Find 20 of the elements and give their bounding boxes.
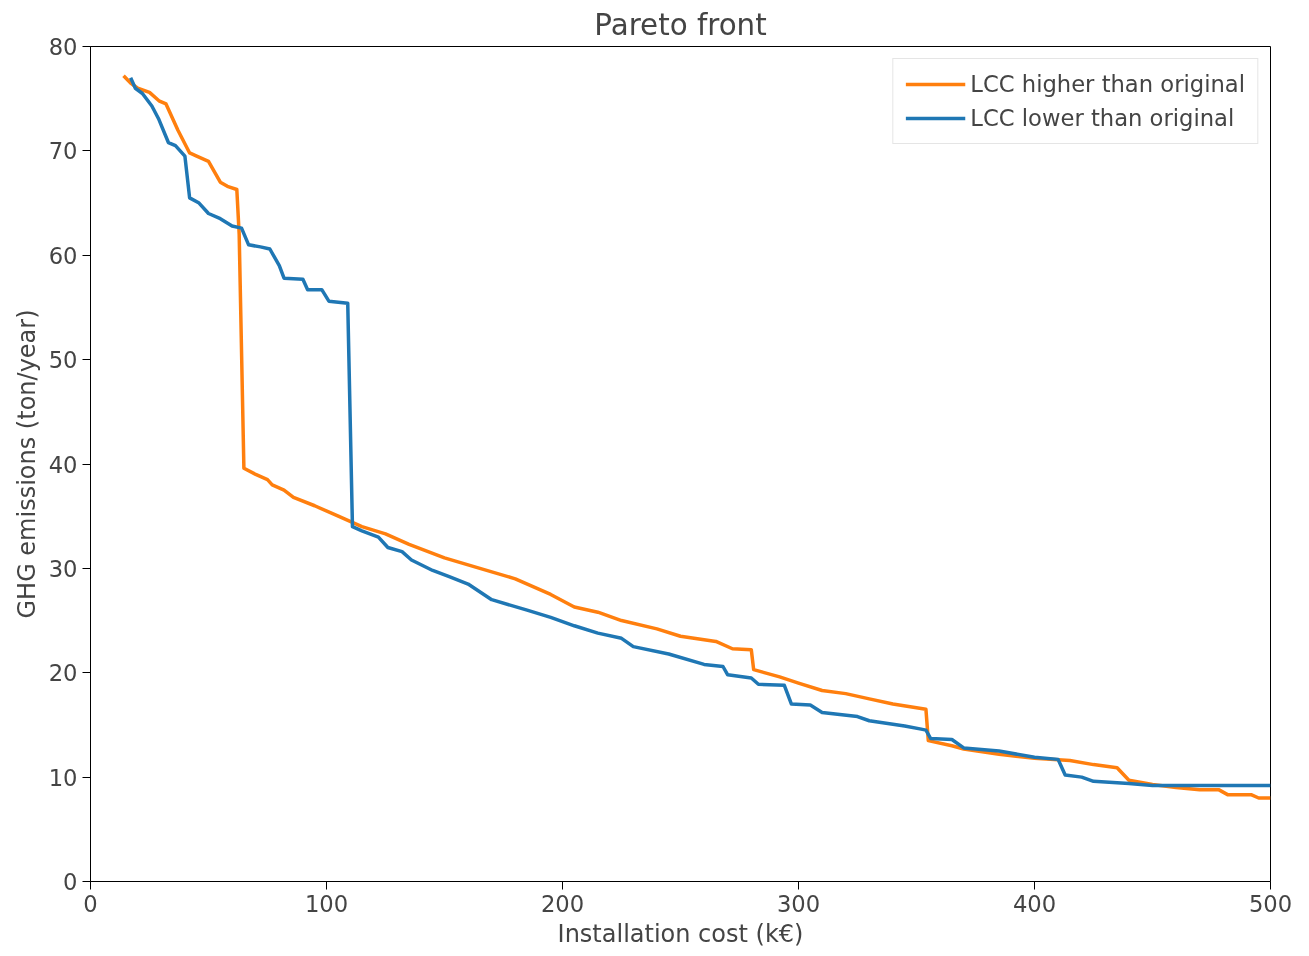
y-tick-label: 70 — [48, 138, 78, 165]
legend-label: LCC lower than original — [970, 105, 1235, 131]
y-tick-label: 50 — [48, 347, 78, 374]
x-tick-label: 200 — [540, 890, 585, 917]
y-tick-label: 10 — [48, 764, 78, 791]
x-tick-label: 300 — [776, 890, 821, 917]
legend-label: LCC higher than original — [970, 71, 1245, 97]
y-tick-label: 30 — [48, 555, 78, 582]
x-tick-label: 500 — [1248, 890, 1293, 917]
x-tick-label: 0 — [83, 890, 98, 917]
x-axis-title: Installation cost (k€) — [557, 919, 804, 948]
y-tick-label: 0 — [63, 869, 78, 895]
chart-title: Pareto front — [594, 7, 767, 42]
x-tick-label: 100 — [304, 890, 349, 917]
y-axis-title: GHG emissions (ton/year) — [12, 309, 41, 619]
y-tick-label: 40 — [48, 451, 78, 478]
y-tick-label: 80 — [48, 34, 78, 60]
y-tick-label: 20 — [48, 660, 78, 687]
x-tick-label: 400 — [1012, 890, 1057, 917]
y-tick-label: 60 — [48, 242, 78, 269]
